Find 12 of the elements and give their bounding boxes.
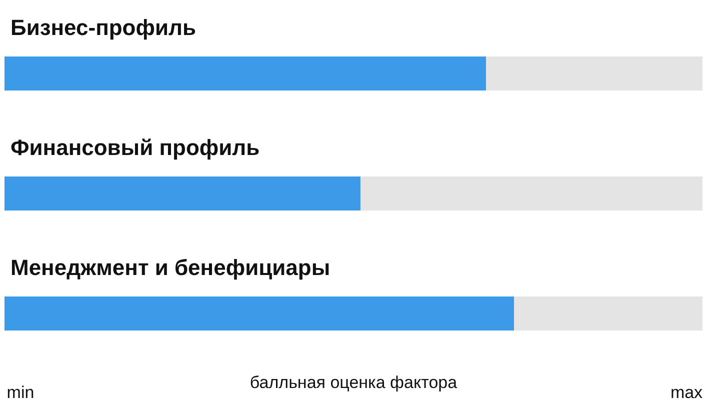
text: min	[6, 383, 34, 402]
y-tick-label: Менеджмент и бенефициары	[10, 255, 330, 280]
x-axis-title: балльная оценка фактора	[250, 373, 458, 392]
y-tick-label: Бизнес-профиль	[10, 15, 196, 40]
bar	[4, 56, 486, 90]
bar	[4, 176, 360, 210]
bar	[360, 176, 702, 210]
text: max	[670, 383, 704, 402]
y-tick-label: Финансовый профиль	[10, 135, 260, 160]
bar	[4, 296, 514, 330]
bar	[514, 296, 702, 330]
bar	[486, 56, 702, 90]
